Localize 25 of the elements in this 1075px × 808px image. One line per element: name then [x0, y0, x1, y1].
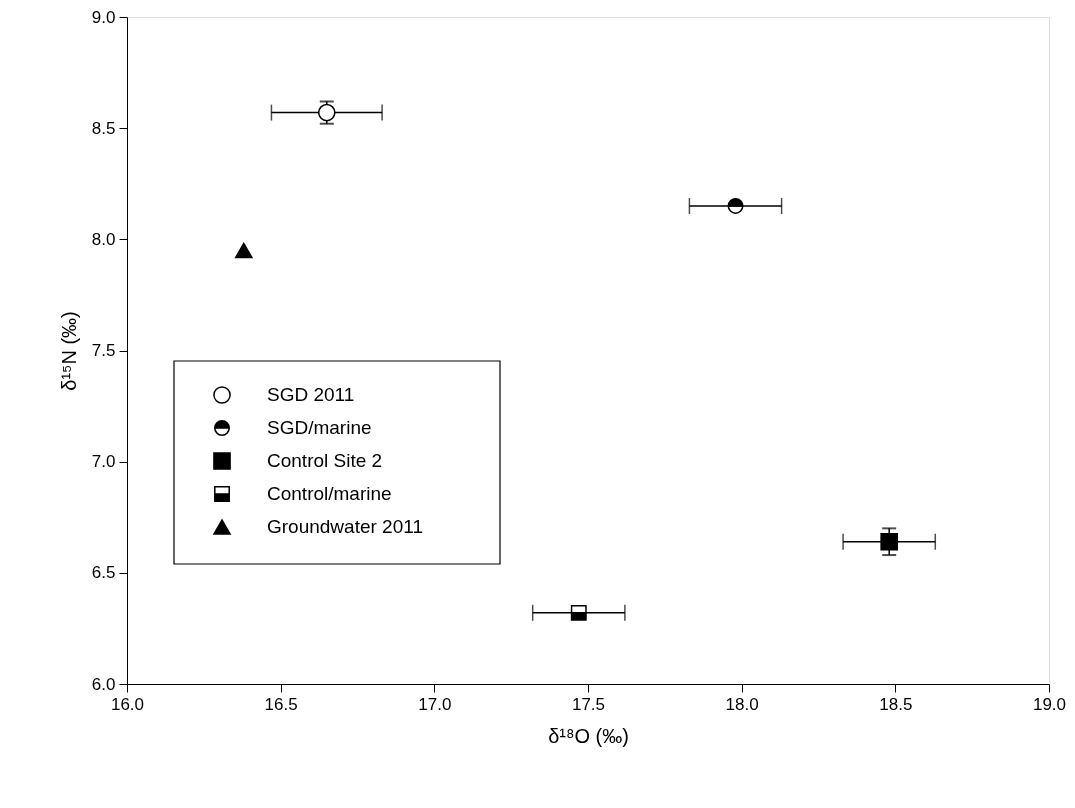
y-tick-label: 8.5: [91, 118, 116, 138]
legend-label: SGD 2011: [267, 384, 355, 405]
point: [727, 198, 744, 214]
x-tick-label: 19.0: [1032, 694, 1067, 714]
y-axis-title: δ¹⁵N (‰): [57, 311, 80, 391]
legend-label: Groundwater 2011: [267, 516, 423, 537]
x-tick-label: 18.5: [879, 694, 913, 714]
legend-label: Control Site 2: [267, 450, 383, 471]
legend-label: SGD/marine: [267, 417, 372, 438]
y-tick-label: 6.5: [91, 563, 116, 583]
legend-label: Control/marine: [267, 483, 392, 504]
x-tick-label: 16.5: [264, 694, 298, 714]
point: [570, 604, 587, 621]
y-tick-label: 7.0: [91, 452, 116, 472]
y-tick-label: 9.0: [91, 7, 116, 27]
y-tick-label: 8.0: [91, 229, 116, 249]
y-tick-label: 7.5: [91, 341, 116, 360]
x-tick-label: 18.0: [725, 694, 759, 714]
x-tick-label: 17.0: [418, 694, 452, 714]
point: [234, 242, 253, 259]
x-tick-label: 17.5: [571, 694, 606, 714]
x-tick-label: 16.0: [110, 694, 145, 714]
point: [880, 532, 898, 551]
y-tick-label: 6.0: [91, 674, 116, 694]
x-axis-title: δ¹⁸O (‰): [548, 724, 629, 747]
